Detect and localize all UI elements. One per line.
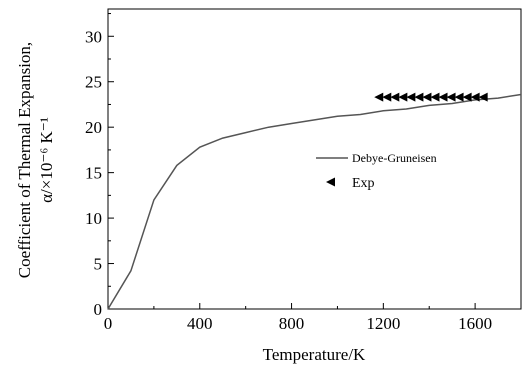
y-tick-label: 10 xyxy=(85,209,102,228)
exp-data-point xyxy=(374,92,384,102)
legend: Debye-Gruneisen Exp xyxy=(316,151,437,191)
y-tick-label: 20 xyxy=(85,118,102,137)
x-tick-label: 0 xyxy=(104,314,113,333)
legend-label-debye-gruneisen: Debye-Gruneisen xyxy=(352,151,437,165)
series-layer xyxy=(107,92,522,310)
y-tick-label: 15 xyxy=(85,164,102,183)
legend-label-exp: Exp xyxy=(352,176,375,191)
x-tick-label: 1600 xyxy=(458,314,492,333)
x-tick-label: 800 xyxy=(279,314,305,333)
y-tick-label: 5 xyxy=(94,255,103,274)
x-tick-label: 1200 xyxy=(366,314,400,333)
y-tick-label: 25 xyxy=(85,73,102,92)
exp-data-point xyxy=(390,92,400,102)
y-tick-label: 0 xyxy=(94,300,103,319)
y-tick-label: 30 xyxy=(85,27,102,46)
exp-data-point xyxy=(446,92,456,102)
exp-data-point xyxy=(406,92,416,102)
exp-data-point xyxy=(470,92,480,102)
exp-data-point xyxy=(382,92,392,102)
y-axis-title-line1: Coefficient of Thermal Expansion, xyxy=(15,42,34,278)
exp-data-point xyxy=(430,92,440,102)
y-axis-title-line2: α/×10⁻⁶ K⁻¹ xyxy=(37,117,56,203)
exp-data-point xyxy=(454,92,464,102)
exp-data-point xyxy=(398,92,408,102)
y-axis: 0 5 10 15 20 25 30 xyxy=(85,13,114,319)
exp-data-point xyxy=(422,92,432,102)
x-axis: 0 400 800 1200 1600 xyxy=(104,303,492,333)
exp-data-point xyxy=(462,92,472,102)
exp-data-point xyxy=(438,92,448,102)
legend-marker-exp xyxy=(326,177,335,187)
plot-area-frame xyxy=(107,8,522,310)
series-line-debye-gruneisen xyxy=(107,93,522,310)
exp-data-point xyxy=(478,92,488,102)
exp-data-point xyxy=(414,92,424,102)
x-axis-title: Temperature/K xyxy=(263,345,366,364)
x-tick-label: 400 xyxy=(187,314,213,333)
